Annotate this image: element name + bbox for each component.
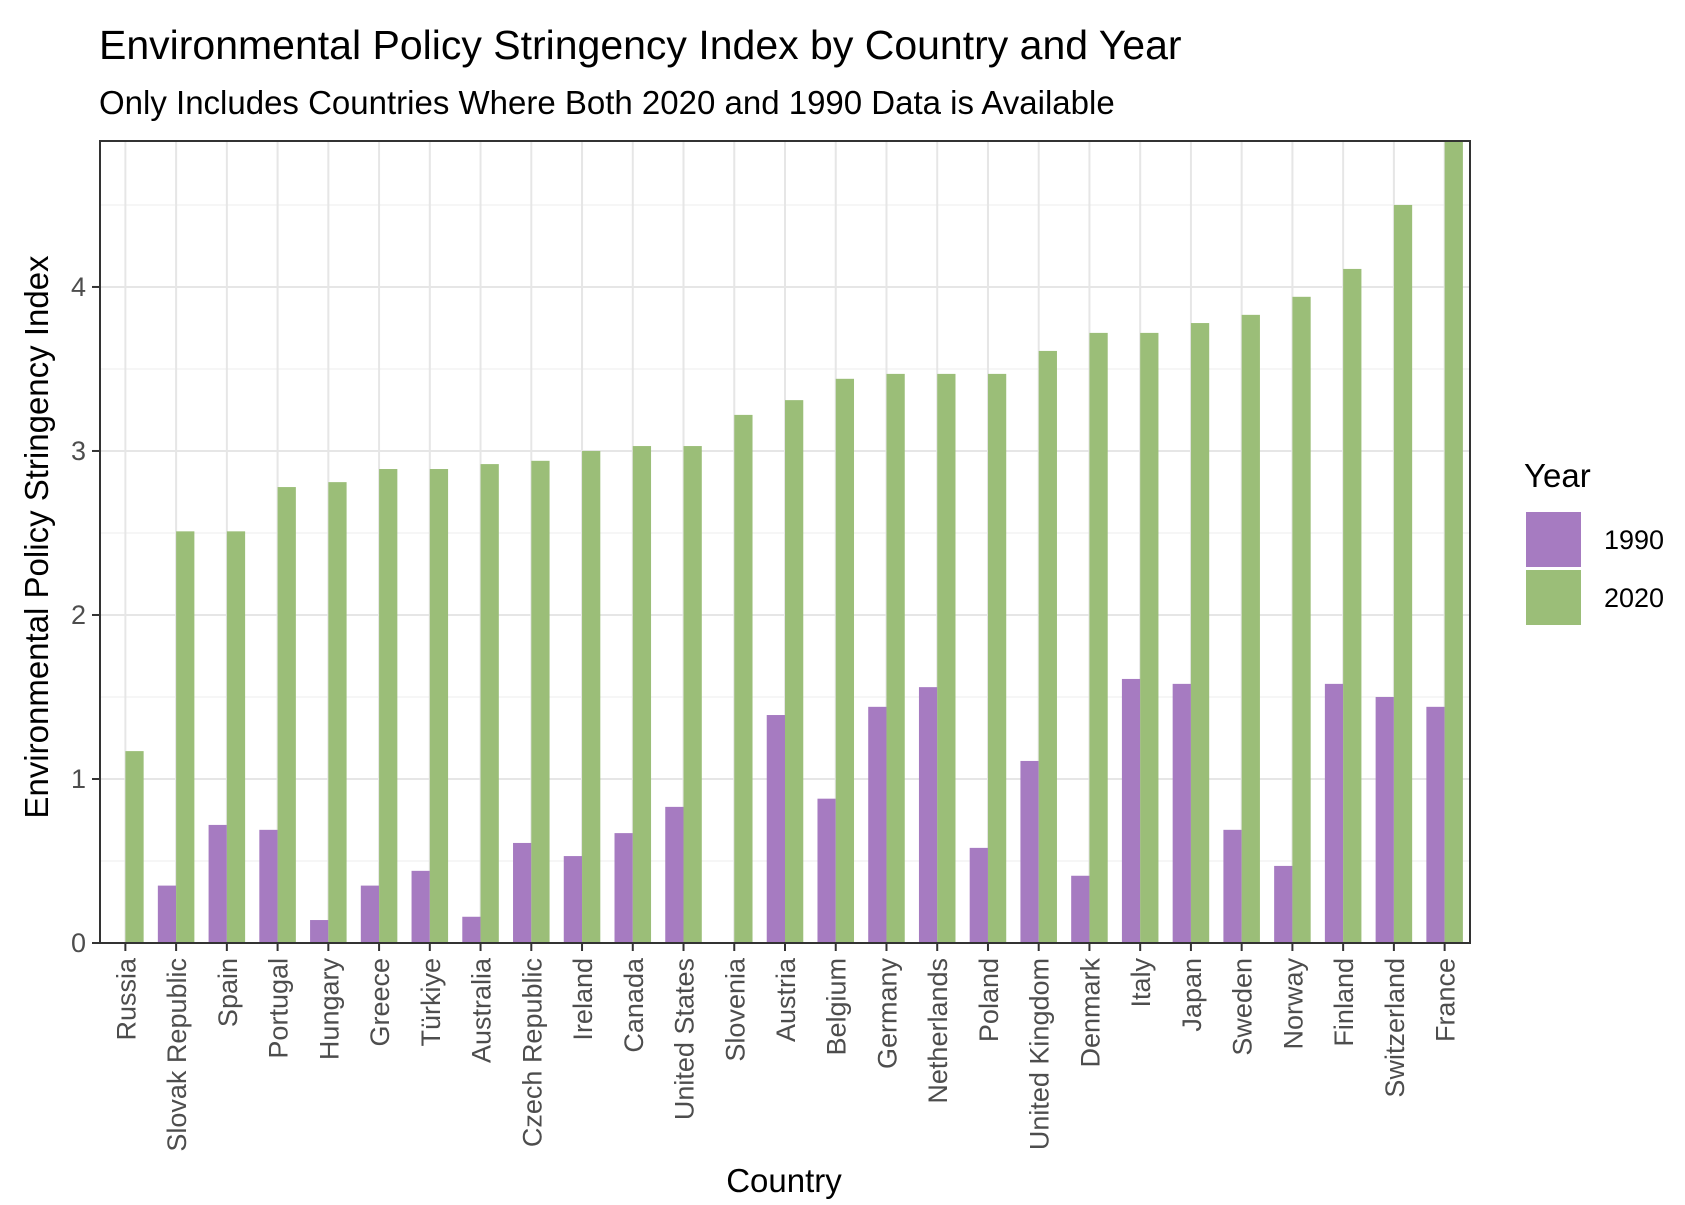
x-tick-label: Sweden xyxy=(1228,958,1258,1056)
bar-2020-switzerland xyxy=(1393,204,1413,943)
x-tick-label: Japan xyxy=(1177,958,1207,1032)
x-tick-label: Australia xyxy=(467,957,497,1063)
bar-1990-ireland xyxy=(563,856,583,943)
x-tick-label: Netherlands xyxy=(923,958,953,1104)
chart-title: Environmental Policy Stringency Index by… xyxy=(99,22,1182,68)
bar-1990-finland xyxy=(1324,683,1344,943)
x-tick-label: United States xyxy=(670,958,700,1120)
bar-1990-france xyxy=(1426,706,1445,943)
x-tick-label: Finland xyxy=(1329,958,1359,1047)
y-tick-label: 1 xyxy=(71,764,86,794)
legend-title: Year xyxy=(1524,457,1591,494)
bar-2020-united-kingdom xyxy=(1038,350,1057,943)
bar-2020-sweden xyxy=(1241,314,1260,944)
bar-2020-austria xyxy=(785,400,804,943)
bar-2020-czech-republic xyxy=(531,460,550,943)
bar-1990-czech-republic xyxy=(513,842,532,943)
bar-1990-poland xyxy=(969,847,988,943)
y-axis-title: Environmental Policy Stringency Index xyxy=(18,255,55,819)
legend-label-2020: 2020 xyxy=(1604,583,1664,613)
bar-1990-sweden xyxy=(1223,829,1242,943)
x-axis-title: Country xyxy=(726,1162,842,1199)
x-tick-label: Denmark xyxy=(1075,958,1105,1068)
bar-2020-denmark xyxy=(1089,332,1108,944)
bar-2020-russia xyxy=(125,751,144,943)
x-tick-label: Hungary xyxy=(314,958,344,1061)
bar-2020-netherlands xyxy=(937,373,956,943)
bar-1990-spain xyxy=(208,824,227,943)
legend: Year 1990 2020 xyxy=(1524,457,1664,625)
bar-2020-belgium xyxy=(835,378,855,943)
bar-1990-united-kingdom xyxy=(1020,760,1039,943)
bar-1990-belgium xyxy=(817,798,836,943)
x-tick-label: Slovenia xyxy=(720,957,750,1062)
bar-1990-canada xyxy=(614,833,633,943)
bar-2020-australia xyxy=(480,464,499,943)
legend-label-1990: 1990 xyxy=(1604,525,1664,555)
x-tick-label: Norway xyxy=(1278,958,1308,1050)
bar-1990-greece xyxy=(360,885,380,943)
bar-2020-ireland xyxy=(582,450,601,943)
bar-2020-hungary xyxy=(328,482,347,943)
bar-1990-türkiye xyxy=(411,870,430,943)
bar-1990-slovak-republic xyxy=(157,885,177,943)
bar-1990-portugal xyxy=(259,829,278,943)
bar-1990-germany xyxy=(868,706,887,943)
y-tick-label: 4 xyxy=(71,272,86,302)
x-tick-label: France xyxy=(1431,958,1461,1042)
x-tick-label: United Kingdom xyxy=(1025,958,1055,1150)
bar-1990-united-states xyxy=(665,806,684,943)
x-tick-label: Spain xyxy=(213,958,243,1027)
x-tick-label: Switzerland xyxy=(1380,958,1410,1098)
bar-1990-denmark xyxy=(1071,875,1090,943)
bars xyxy=(125,141,1463,944)
bar-2020-norway xyxy=(1292,296,1311,944)
bar-2020-germany xyxy=(886,373,905,943)
x-tick-label: Italy xyxy=(1126,958,1156,1008)
x-tick-label: Czech Republic xyxy=(517,958,547,1147)
bar-2020-finland xyxy=(1343,268,1362,943)
x-tick-label: Austria xyxy=(771,957,801,1042)
bar-1990-australia xyxy=(462,916,481,943)
x-tick-label: Slovak Republic xyxy=(162,958,192,1152)
x-tick-label: Canada xyxy=(619,957,649,1053)
bar-2020-canada xyxy=(632,446,652,943)
bar-2020-spain xyxy=(226,531,246,943)
bar-1990-netherlands xyxy=(918,687,938,943)
x-tick-label: Germany xyxy=(872,958,902,1070)
x-tick-label: Russia xyxy=(111,957,141,1041)
bar-1990-italy xyxy=(1121,678,1141,943)
bar-2020-portugal xyxy=(277,487,296,943)
bar-2020-united-states xyxy=(683,446,702,943)
bar-2020-türkiye xyxy=(429,469,449,943)
x-axis: Russia Slovak Republic Spain Portugal Hungar… xyxy=(111,943,1461,1152)
chart-subtitle: Only Includes Countries Where Both 2020 … xyxy=(99,84,1115,121)
bar-2020-poland xyxy=(987,373,1007,943)
bar-1990-hungary xyxy=(310,920,329,943)
legend-swatch-1990 xyxy=(1526,512,1581,567)
x-tick-label: Belgium xyxy=(822,958,852,1056)
bar-2020-japan xyxy=(1190,323,1210,943)
legend-swatch-2020 xyxy=(1526,570,1581,625)
y-axis: 0 1 2 3 4 xyxy=(71,272,100,958)
bar-2020-slovak-republic xyxy=(176,531,195,943)
bar-1990-norway xyxy=(1274,865,1293,943)
bar-2020-greece xyxy=(379,469,398,943)
bar-2020-italy xyxy=(1140,332,1159,944)
x-tick-label: Türkiye xyxy=(416,958,446,1047)
bar-2020-slovenia xyxy=(734,414,753,943)
y-tick-label: 3 xyxy=(71,436,86,466)
y-tick-label: 2 xyxy=(71,600,86,630)
bar-2020-france xyxy=(1444,141,1463,943)
bar-1990-austria xyxy=(766,715,785,943)
x-tick-label: Greece xyxy=(365,958,395,1047)
bar-1990-switzerland xyxy=(1375,696,1394,943)
y-tick-label: 0 xyxy=(71,928,86,958)
x-tick-label: Portugal xyxy=(264,958,294,1059)
x-tick-label: Ireland xyxy=(568,958,598,1041)
x-tick-label: Poland xyxy=(974,958,1004,1042)
bar-1990-japan xyxy=(1172,683,1191,943)
